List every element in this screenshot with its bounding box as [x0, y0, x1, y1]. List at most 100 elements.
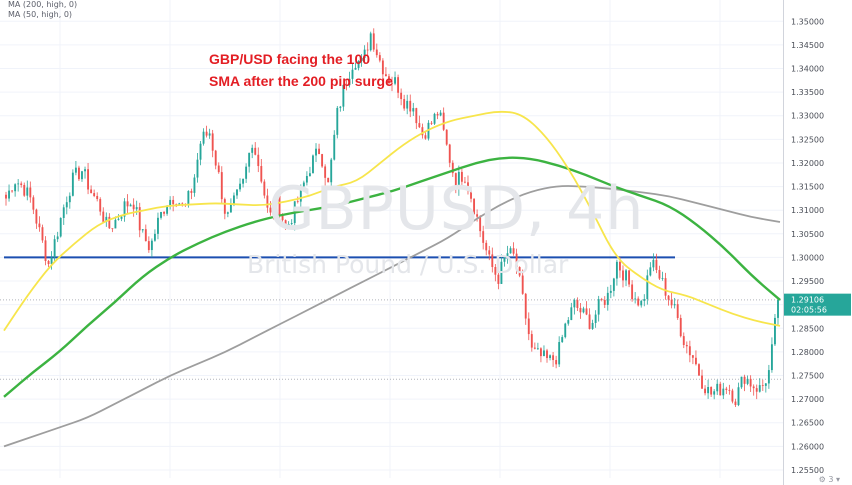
ma200-line	[3, 185, 781, 448]
candle-body	[606, 292, 609, 305]
candle-body	[32, 197, 35, 210]
candle-body	[302, 182, 305, 187]
candle-body	[123, 201, 126, 217]
candle-body	[44, 240, 47, 261]
candle-body	[275, 195, 278, 214]
candle-body	[138, 207, 141, 231]
candle-body	[363, 49, 366, 58]
candle-body	[409, 100, 412, 112]
candle-body	[758, 385, 761, 392]
candle-body	[628, 270, 631, 285]
candle-body	[539, 348, 542, 357]
candle-body	[667, 295, 670, 300]
candle-body	[685, 344, 688, 347]
candle-body	[202, 131, 205, 144]
candle-body	[439, 112, 442, 116]
candle-body	[144, 229, 147, 242]
candle-body	[655, 259, 658, 270]
candle-body	[591, 322, 594, 329]
candle-body	[731, 390, 734, 402]
candle-body	[582, 308, 585, 313]
y-tick-label: 1.27000	[791, 395, 824, 404]
y-tick-label: 1.34500	[791, 41, 824, 50]
candle-body	[74, 167, 77, 173]
candle-body	[375, 49, 378, 56]
candle-body	[743, 376, 746, 384]
candle-body	[643, 299, 646, 301]
candle-body	[673, 304, 676, 306]
candle-body	[260, 166, 263, 182]
candle-body	[622, 270, 624, 281]
candle-body	[457, 171, 460, 189]
candle-body	[530, 334, 533, 348]
candle-body	[324, 166, 327, 178]
candle-body	[372, 33, 375, 50]
candle-body	[208, 133, 211, 136]
candle-body	[740, 376, 743, 388]
candle-body	[476, 214, 479, 217]
candle-body	[102, 211, 105, 222]
candle-body	[612, 278, 615, 291]
candle-body	[339, 106, 342, 108]
y-tick-label: 1.26000	[791, 442, 824, 451]
candle-body	[150, 240, 153, 251]
candle-body	[199, 143, 202, 160]
candle-body	[65, 202, 68, 208]
candle-body	[470, 190, 472, 199]
candle-body	[172, 199, 175, 205]
candle-body	[129, 204, 132, 207]
candle-body	[716, 383, 719, 392]
candle-body	[205, 131, 208, 136]
candle-body	[518, 267, 521, 276]
price-axis[interactable]: 1.35000 1.34500 1.34000 1.33500 1.33000 1.325…	[783, 0, 852, 485]
candle-body	[600, 299, 603, 300]
candle-body	[187, 190, 190, 205]
candle-body	[585, 308, 588, 315]
candle-body	[679, 317, 682, 337]
candle-body	[527, 318, 530, 335]
candle-body	[305, 176, 308, 183]
candle-body	[11, 190, 14, 192]
candle-body	[111, 228, 114, 230]
candle-body	[500, 261, 503, 284]
candle-body	[394, 77, 396, 84]
candle-body	[248, 152, 251, 167]
candle-body	[333, 134, 336, 160]
candle-body	[564, 323, 567, 338]
candle-body	[579, 307, 582, 313]
candle-body	[634, 298, 637, 300]
candle-body	[135, 207, 138, 210]
candle-body	[725, 388, 728, 390]
candle-body	[503, 256, 506, 262]
candle-body	[169, 199, 172, 206]
candle-body	[497, 274, 500, 284]
candle-body	[236, 189, 238, 196]
candle-body	[558, 342, 561, 365]
legend-ma200[interactable]: MA (200, high, 0)	[8, 0, 78, 9]
legend-ma50[interactable]: MA (50, high, 0)	[8, 10, 73, 19]
indicator-legend: MA (200, high, 0) MA (50, high, 0)	[8, 0, 77, 20]
candle-body	[226, 212, 229, 214]
candle-body	[749, 378, 752, 387]
candle-body	[488, 250, 491, 255]
candle-body	[698, 364, 700, 376]
candle-body	[342, 84, 345, 107]
candle-body	[345, 84, 348, 86]
candle-body	[482, 231, 485, 243]
settings-icon[interactable]: ⚙ 3 ▾	[818, 475, 840, 484]
candle-body	[220, 172, 223, 200]
candle-body	[454, 173, 457, 189]
candle-body	[196, 159, 199, 178]
candle-body	[278, 195, 281, 216]
candle-body	[722, 388, 725, 396]
candle-body	[509, 248, 512, 254]
candle-body	[397, 77, 400, 93]
candle-body	[71, 172, 74, 196]
candle-body	[421, 127, 424, 136]
candle-body	[597, 299, 600, 315]
candle-body	[269, 207, 272, 213]
candle-body	[296, 201, 299, 203]
y-tick-label: 1.26500	[791, 419, 824, 428]
candle-body	[549, 355, 551, 359]
